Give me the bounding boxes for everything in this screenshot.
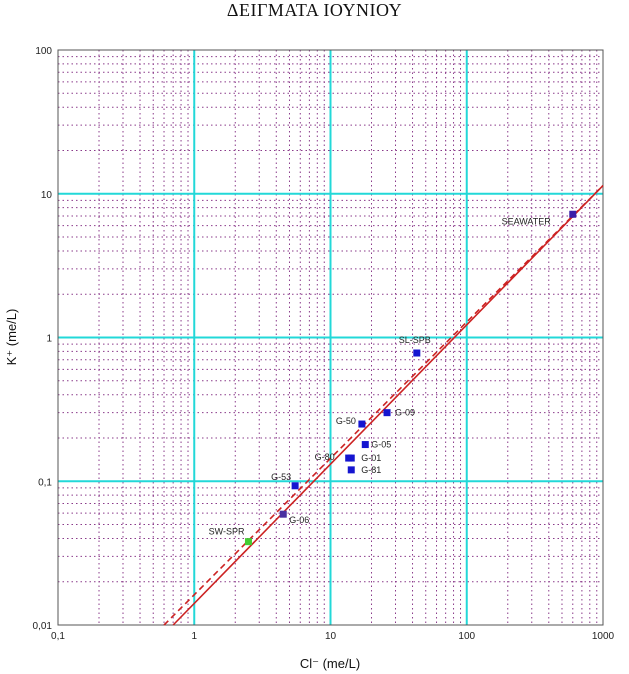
- data-point: [279, 510, 287, 518]
- data-point: [347, 466, 355, 474]
- major-grid: [58, 50, 603, 625]
- y-tick-label: 10: [41, 190, 53, 201]
- data-point-label: G-80: [315, 452, 335, 462]
- data-point: [291, 482, 299, 490]
- data-point-label: SW-SPR: [209, 527, 245, 537]
- x-tick-label: 1: [191, 631, 197, 642]
- minor-grid: [58, 50, 603, 625]
- data-point-label: SEAWATER: [502, 216, 552, 226]
- dashed-reference-line: [163, 185, 604, 626]
- data-point-label: G-09: [395, 408, 415, 418]
- data-point: [361, 441, 369, 449]
- data-point-label: G-81: [361, 465, 381, 475]
- x-tick-label: 100: [458, 631, 475, 642]
- data-point-label: G-06: [289, 515, 309, 525]
- data-points: SEAWATER SL-SPB G-09 G-50 G-05 G-80 G-01 G-81 G-…: [209, 210, 577, 546]
- data-point: [383, 409, 391, 417]
- y-tick-label: 0,01: [33, 621, 53, 632]
- data-point-label: G-05: [371, 440, 391, 450]
- plot-border: [57, 49, 604, 626]
- data-point: [569, 210, 577, 218]
- reference-lines: [163, 185, 604, 626]
- y-tick-label: 1: [46, 334, 52, 345]
- data-point-label: G-50: [336, 416, 356, 426]
- x-axis-label: Cl⁻ (me/L): [300, 656, 360, 671]
- x-tick-label: 10: [325, 631, 337, 642]
- y-tick-label: 100: [35, 46, 52, 57]
- data-point-label: SL-SPB: [399, 335, 431, 345]
- y-tick-labels: 0,01 0,1 1 10 100: [33, 46, 53, 632]
- solid-reference-line: [172, 185, 604, 626]
- data-point: [347, 454, 355, 462]
- chart-title: ΔΕΙΓΜΑΤΑ ΙΟΥΝΙΟΥ: [226, 0, 403, 20]
- x-tick-label: 0,1: [51, 631, 65, 642]
- x-tick-label: 1000: [592, 631, 615, 642]
- data-point-label: G-01: [361, 453, 381, 463]
- x-tick-labels: 0,1 1 10 100 1000: [51, 631, 615, 642]
- data-point: [413, 349, 421, 357]
- y-tick-label: 0,1: [38, 477, 52, 488]
- y-axis-label: K⁺ (me/L): [4, 309, 19, 366]
- data-point: [244, 538, 252, 546]
- data-point-label: G-53: [271, 472, 291, 482]
- data-point: [358, 420, 366, 428]
